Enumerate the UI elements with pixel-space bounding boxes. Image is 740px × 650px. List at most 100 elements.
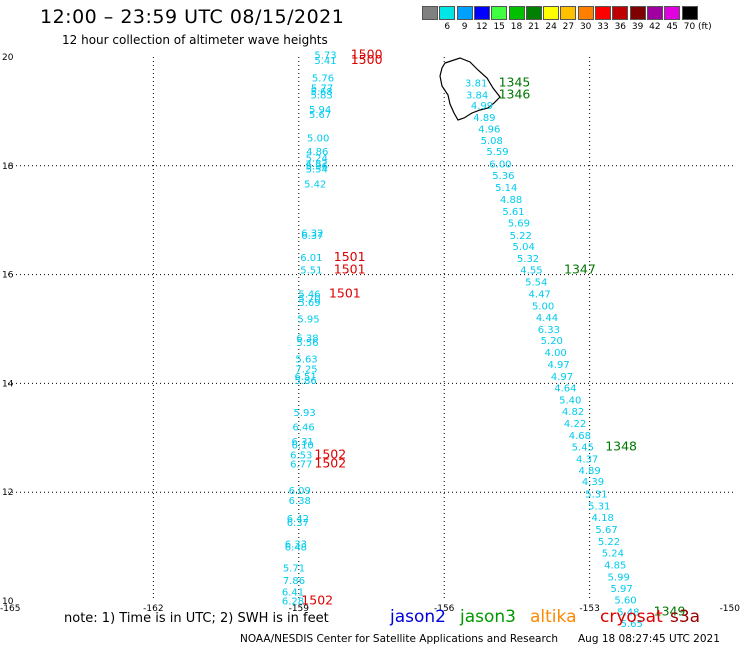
legend-label: 70 (683, 22, 696, 32)
wave-height-value: 5.14 (495, 183, 517, 194)
legend-label: 42 (649, 22, 661, 32)
wave-height-value: 5.67 (595, 525, 617, 536)
wave-height-value: 4.68 (569, 431, 591, 442)
x-axis-label: -150 (720, 604, 740, 614)
satellite-tracks: 5.735.415.765.775.685.835.945.675.004.86… (282, 47, 686, 630)
wave-height-value: 5.60 (614, 596, 636, 607)
wave-height-value: 6.46 (293, 423, 315, 434)
wave-height-value: 5.69 (508, 219, 530, 230)
wave-height-value: 4.00 (545, 348, 567, 359)
legend-swatch (595, 6, 611, 20)
wave-height-value: 3.81 (465, 78, 487, 89)
legend-swatch (543, 6, 560, 20)
pass-time-label: 1502 (314, 456, 346, 471)
y-axis-label: 12 (2, 488, 13, 498)
wave-height-value: 5.95 (297, 314, 319, 325)
wave-height-value: 6.48 (285, 542, 307, 553)
x-axis-label: -162 (143, 604, 163, 614)
legend-unit: (ft) (698, 22, 712, 32)
wave-height-value: 5.73 (314, 51, 336, 62)
satellite-s3a: s3a (670, 607, 701, 627)
legend-label: 27 (562, 22, 575, 32)
wave-height-value: 6.10 (292, 441, 314, 452)
wave-height-value: 4.22 (564, 419, 586, 430)
legend-swatch (473, 6, 490, 20)
legend-label: 33 (597, 22, 609, 32)
wave-height-value: 5.68 (310, 87, 332, 98)
wave-height-value: 5.54 (525, 277, 547, 288)
wave-height-value: 5.48 (617, 608, 639, 619)
legend-label: 36 (614, 22, 627, 32)
pass-time-label: 1502 (314, 446, 346, 461)
wave-height-value: 5.24 (306, 153, 328, 164)
y-axis-label: 18 (2, 162, 14, 172)
wave-height-value: 5.31 (585, 490, 607, 501)
pass-time-label: 1346 (499, 86, 531, 101)
legend-swatch (664, 6, 681, 20)
legend-label: 12 (476, 22, 488, 32)
wave-height-value: 6.09 (289, 486, 311, 497)
wave-height-value: 4.97 (547, 360, 569, 371)
legend-swatch (577, 6, 594, 20)
pass-time-label: 1502 (301, 592, 333, 607)
legend-swatch (456, 6, 473, 20)
wave-height-value: 6.37 (301, 231, 323, 242)
wave-height-value: 6.41 (282, 588, 304, 599)
legend-swatch (525, 6, 542, 20)
wave-height-value: 6.33 (285, 540, 307, 551)
wave-height-value: 6.32 (301, 229, 323, 240)
wave-height-value: 5.00 (532, 301, 554, 312)
legend-label: 39 (631, 22, 644, 32)
wave-height-value: 4.85 (604, 560, 626, 571)
wave-height-value: 6.51 (294, 372, 316, 383)
legend-label: 15 (493, 22, 505, 32)
map-grid (8, 57, 735, 601)
wave-height-value: 5.22 (510, 231, 532, 242)
y-axis-label: 16 (2, 271, 14, 281)
wave-height-value: 6.77 (290, 460, 312, 471)
wave-height-value: 5.04 (513, 242, 535, 253)
x-axis-label: -153 (579, 604, 599, 614)
legend-swatch (508, 6, 525, 20)
page-subtitle: 12 hour collection of altimeter wave hei… (62, 33, 328, 47)
wave-height-value: 4.96 (478, 125, 500, 136)
legend-swatch (646, 6, 663, 20)
wave-height-value: 4.89 (473, 113, 495, 124)
wave-height-value: 4.97 (551, 372, 573, 383)
satellite-cryosat: cryosat (600, 607, 663, 627)
pass-time-label: 1501 (334, 262, 366, 277)
wave-height-value: 4.39 (582, 477, 604, 488)
wave-height-value: 7.86 (283, 576, 305, 587)
page-title: 12:00 – 23:59 UTC 08/15/2021 (40, 6, 345, 28)
pass-time-label: 1500 (351, 52, 383, 67)
wave-height-value: 5.76 (312, 73, 334, 84)
legend-swatch (491, 6, 508, 20)
wave-height-value: 6.37 (287, 518, 309, 529)
wave-height-value: 5.69 (298, 298, 320, 309)
wave-height-value: 4.86 (306, 147, 328, 158)
wave-height-value: 4.47 (529, 289, 551, 300)
wave-height-value: 4.44 (536, 313, 558, 324)
wave-height-value: 4.55 (520, 266, 542, 277)
x-axis-label: -159 (289, 604, 310, 614)
wave-height-value: 5.32 (517, 254, 539, 265)
pass-time-label: 1500 (351, 47, 383, 62)
legend-label: 21 (528, 22, 540, 32)
island-outline (439, 57, 501, 121)
wave-height-value: 5.40 (559, 396, 581, 407)
wave-height-value: 5.77 (311, 83, 333, 94)
satellite-jason2: jason2 (390, 607, 446, 627)
footer-note: note: 1) Time is in UTC; 2) SWH is in fe… (64, 611, 329, 626)
wave-height-value: 5.65 (621, 619, 643, 630)
wave-height-value: 5.36 (492, 171, 514, 182)
wave-height-value: 5.94 (309, 105, 331, 116)
wave-height-value: 5.99 (608, 572, 630, 583)
wave-height-value: 5.86 (294, 376, 316, 387)
wave-height-value: 4.37 (576, 454, 598, 465)
pass-time-label: 1348 (605, 438, 637, 453)
pass-time-label: 1501 (329, 285, 361, 300)
y-axis-label: 10 (2, 597, 14, 607)
wave-height-value: 6.33 (538, 325, 560, 336)
wave-height-value: 5.56 (296, 338, 318, 349)
wave-height-value: 5.54 (306, 164, 328, 175)
